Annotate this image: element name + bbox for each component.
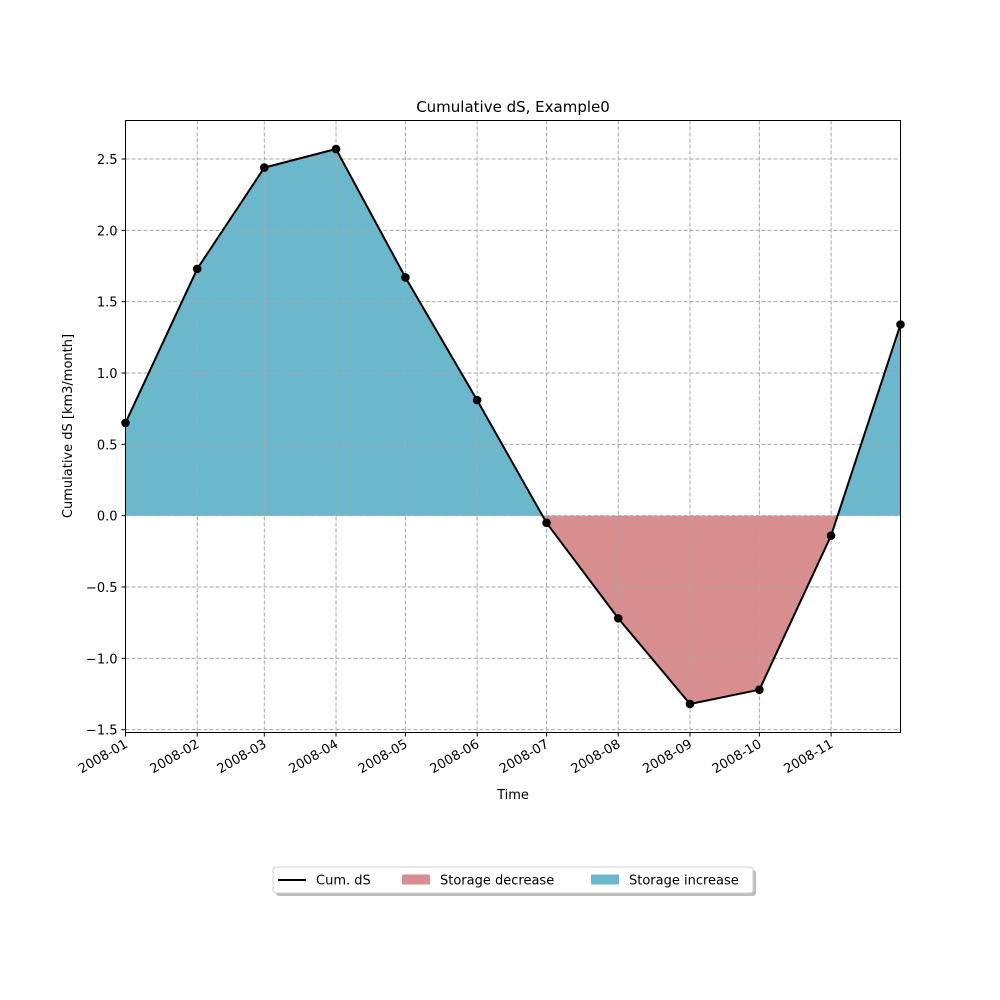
y-axis: −1.5 −1.0 −0.5 0.0 0.5 1.0 1.5 2.0 2.5	[86, 153, 126, 739]
data-point	[826, 531, 836, 540]
x-tick-label: 2008-11	[782, 737, 837, 777]
y-tick-label: 0.5	[97, 438, 118, 453]
legend-patch-swatch	[402, 874, 430, 885]
grid-layer	[125, 120, 901, 733]
chart-title: Cumulative dS, Example0	[416, 98, 610, 116]
data-point	[401, 273, 410, 282]
x-tick-label: 2008-07	[497, 737, 552, 777]
x-tick-label: 2008-06	[428, 737, 483, 777]
x-tick-label: 2008-10	[710, 737, 765, 777]
series-line-layer	[124, 148, 902, 705]
y-tick-label: 0.0	[97, 510, 118, 525]
y-tick-label: 1.0	[97, 367, 118, 382]
cum-ds-line	[124, 148, 902, 705]
x-axis: 2008-01 2008-02 2008-03 2008-04 2008-05 2008-…	[76, 732, 837, 777]
data-point	[685, 699, 695, 709]
data-point	[755, 685, 764, 695]
legend: Cum. dS Storage decrease Storage increase	[272, 866, 756, 896]
data-point	[542, 518, 551, 528]
plot-area	[121, 120, 905, 733]
series-point-layer	[121, 144, 905, 709]
legend-patch-swatch	[591, 874, 619, 885]
y-axis-label: Cumulative dS [km3/month]	[61, 334, 76, 518]
data-point	[613, 614, 623, 623]
y-tick-label: 2.5	[97, 153, 118, 168]
fill-layer	[125, 149, 901, 704]
data-point	[331, 144, 341, 154]
x-tick-label: 2008-03	[215, 737, 270, 777]
storage-increase-area	[125, 149, 543, 516]
y-tick-label: −1.5	[86, 724, 118, 739]
y-tick-label: 2.0	[97, 224, 118, 239]
x-axis-label: Time	[496, 788, 529, 803]
legend-label: Cum. dS	[316, 874, 371, 889]
x-tick-label: 2008-01	[76, 737, 131, 777]
x-tick-label: 2008-05	[356, 737, 411, 777]
x-tick-label: 2008-09	[640, 737, 695, 777]
legend-label: Storage decrease	[440, 874, 554, 889]
data-point	[472, 395, 482, 405]
x-tick-label: 2008-04	[286, 737, 341, 777]
data-point	[192, 264, 202, 274]
legend-box	[272, 866, 754, 894]
y-tick-label: −0.5	[86, 581, 118, 596]
y-tick-label: −1.0	[86, 652, 118, 667]
x-tick-label: 2008-02	[148, 737, 203, 777]
axes-frame	[125, 120, 901, 733]
x-tick-label: 2008-08	[569, 737, 624, 777]
y-tick-label: 1.5	[97, 296, 118, 311]
data-point	[260, 163, 269, 172]
legend-label: Storage increase	[629, 874, 739, 889]
